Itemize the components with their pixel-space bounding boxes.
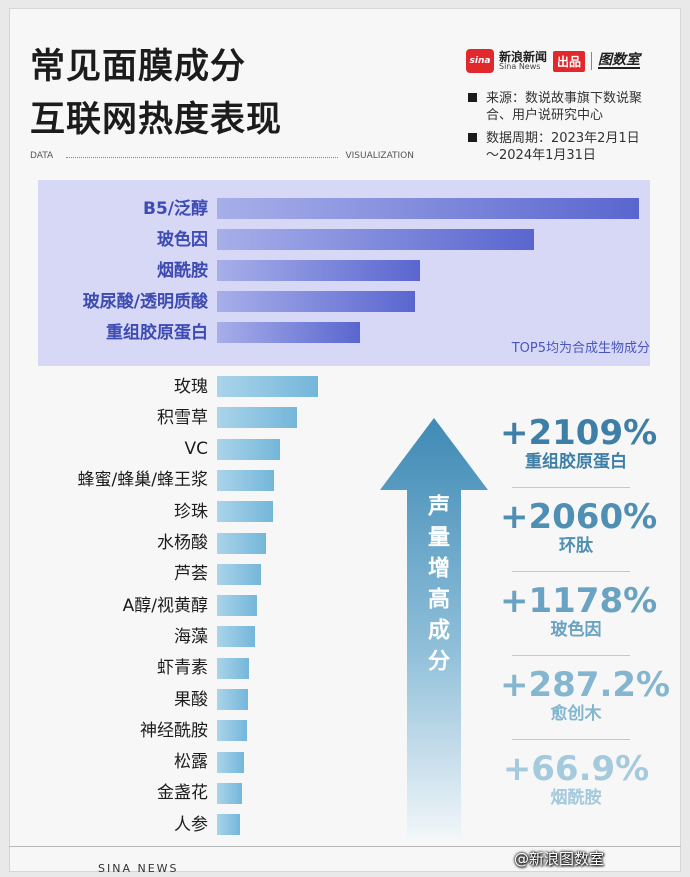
- growth-percent: +2109%: [500, 413, 658, 453]
- square-bullet-icon: [468, 93, 477, 102]
- bar-label: 蜂蜜/蜂巢/蜂王浆: [77, 470, 208, 491]
- bar: [217, 229, 534, 250]
- bar-label: 重组胶原蛋白: [106, 322, 208, 343]
- square-bullet-icon: [468, 133, 477, 142]
- bar-label: 松露: [174, 752, 208, 773]
- bar-label: 积雪草: [157, 407, 208, 428]
- growth-ingredient: 愈创木: [550, 704, 602, 724]
- source-line-1: 来源：数说故事旗下数说聚: [486, 91, 643, 106]
- bar: [217, 198, 639, 219]
- source-line-2: 合、用户说研究中心: [486, 108, 604, 123]
- brand-name: 新浪新闻 Sina News: [499, 49, 548, 72]
- bar-label: 玻尿酸/透明质酸: [82, 291, 208, 312]
- growth-ingredient: 烟酰胺: [550, 788, 602, 808]
- bar-label: 果酸: [174, 689, 208, 710]
- brand-name-en: Sina News: [499, 62, 541, 72]
- bar-label: 神经酰胺: [140, 720, 208, 741]
- bar: [217, 814, 240, 836]
- data-label: DATA: [30, 151, 54, 161]
- brand-bar: sina 新浪新闻 Sina News 出品 图数室: [466, 46, 648, 76]
- bar-label: 玫瑰: [174, 376, 208, 397]
- growth-percent: +66.9%: [502, 749, 650, 789]
- bar: [217, 438, 281, 460]
- data-viz-rule: DATA VISUALIZATION: [30, 150, 414, 164]
- footer-sina-news: SINA NEWS: [98, 862, 179, 875]
- growth-percent: +1178%: [500, 581, 658, 621]
- bar-label: 金盏花: [157, 783, 208, 804]
- bar-label: 玻色因: [157, 229, 208, 250]
- bar: [217, 376, 319, 397]
- footer-divider: [9, 846, 681, 847]
- growth-divider: [512, 655, 630, 656]
- period-note: 数据周期：2023年2月1日 ～2024年1月31日: [468, 130, 668, 164]
- bar-label: 海藻: [174, 626, 208, 647]
- brand-name-cn: 新浪新闻: [499, 49, 548, 64]
- growth-divider: [512, 571, 630, 572]
- bar-label: B5/泛醇: [143, 198, 208, 219]
- bar: [217, 595, 258, 617]
- bar-label: 芦荟: [174, 564, 208, 585]
- produced-badge: 出品: [553, 50, 586, 72]
- growth-ingredient: 环肽: [559, 536, 593, 556]
- bar: [217, 501, 274, 523]
- viz-label: VISUALIZATION: [345, 151, 414, 161]
- growth-arrow-icon: [380, 418, 488, 838]
- footer-handle: @新浪图数室: [514, 850, 605, 868]
- growth-arrow-label: 声量增高成分: [424, 494, 449, 680]
- dotted-rule: [66, 157, 338, 158]
- bar: [217, 657, 249, 679]
- bar: [217, 532, 266, 554]
- title-line-2: 互联网热度表现: [30, 100, 283, 140]
- growth-ingredient: 玻色因: [550, 620, 602, 640]
- sina-logo: sina: [466, 49, 494, 73]
- growth-percent: +287.2%: [500, 665, 671, 705]
- bar-label: 烟酰胺: [157, 260, 208, 281]
- bar: [217, 291, 416, 312]
- infographic-card: [9, 8, 681, 872]
- bar: [217, 689, 248, 710]
- growth-ingredient: 重组胶原蛋白: [525, 452, 627, 472]
- bar-label: 珍珠: [174, 501, 208, 522]
- top5-note: TOP5均为合成生物成分: [511, 341, 650, 356]
- growth-percent: +2060%: [500, 497, 658, 537]
- bar-label: 水杨酸: [157, 533, 208, 553]
- bar: [217, 720, 247, 742]
- bar: [217, 782, 243, 804]
- growth-divider: [512, 487, 630, 488]
- bar: [217, 260, 420, 281]
- partner-logo: 图数室: [598, 52, 641, 69]
- brand-divider: [591, 52, 593, 70]
- bar: [217, 751, 245, 773]
- source-note: 来源：数说故事旗下数说聚 合、用户说研究中心: [468, 90, 668, 124]
- bar-label: 人参: [174, 814, 208, 835]
- bar: [217, 469, 274, 491]
- period-line-2: ～2024年1月31日: [486, 148, 596, 163]
- bar-label: A醇/视黄醇: [122, 595, 208, 616]
- bar: [217, 563, 262, 585]
- bar-label: VC: [184, 439, 209, 460]
- bar-label: 虾青素: [157, 658, 208, 679]
- title-line-1: 常见面膜成分: [30, 47, 247, 87]
- period-line-1: 数据周期：2023年2月1日: [486, 131, 640, 146]
- growth-divider: [512, 739, 630, 740]
- bar: [217, 407, 298, 429]
- bar: [217, 626, 255, 648]
- bar: [217, 322, 361, 343]
